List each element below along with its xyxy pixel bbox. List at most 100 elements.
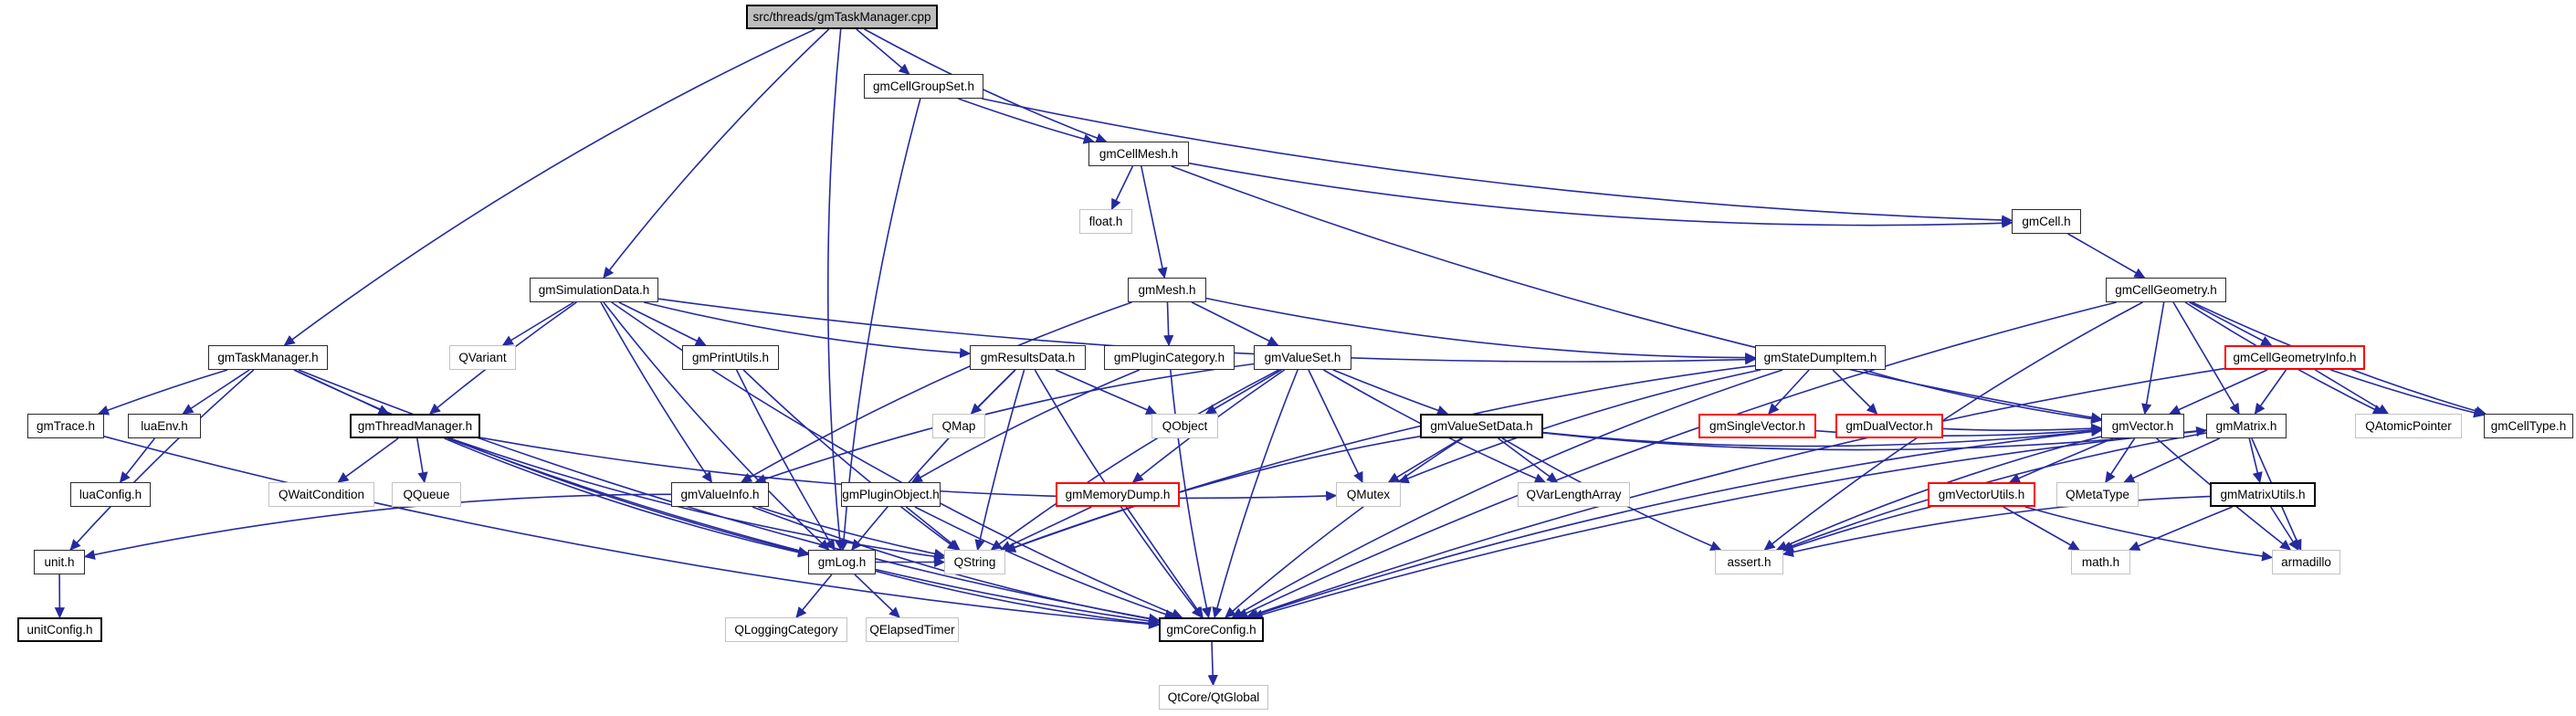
node-QLoggingCategory[interactable]: QLoggingCategory bbox=[725, 617, 847, 642]
edge-gmValueSetData-to-gmVector bbox=[1542, 426, 2103, 448]
edge-gmTaskManager-to-luaEnv bbox=[182, 369, 250, 415]
edge-gmSimulationData-to-gmPrintUtils bbox=[618, 301, 707, 346]
node-QVarLengthArray[interactable]: QVarLengthArray bbox=[1518, 482, 1630, 507]
node-QMutex[interactable]: QMutex bbox=[1336, 482, 1401, 507]
edge-gmTaskManager-to-unit_h bbox=[69, 369, 255, 551]
node-luaConfig[interactable]: luaConfig.h bbox=[70, 482, 151, 507]
node-gmSimulationData[interactable]: gmSimulationData.h bbox=[530, 278, 658, 302]
node-QString[interactable]: QString bbox=[944, 550, 1005, 574]
node-gmValueSet[interactable]: gmValueSet.h bbox=[1254, 345, 1351, 370]
edge-gmValueInfo-to-unit_h bbox=[83, 493, 672, 560]
node-armadillo[interactable]: armadillo bbox=[2272, 550, 2340, 574]
edge-root-to-gmTaskManager bbox=[283, 28, 815, 346]
node-QMetaType[interactable]: QMetaType bbox=[2056, 482, 2139, 507]
node-root[interactable]: src/threads/gmTaskManager.cpp bbox=[746, 5, 938, 29]
node-gmCellGeometryInfo[interactable]: gmCellGeometryInfo.h bbox=[2224, 345, 2365, 370]
edge-gmCellGroupSet-to-gmCell bbox=[982, 98, 2013, 226]
edge-gmDualVector-to-gmVector bbox=[1942, 423, 2103, 434]
edge-gmThreadManager-to-gmLog bbox=[444, 437, 810, 558]
node-gmPluginCategory[interactable]: gmPluginCategory.h bbox=[1104, 345, 1235, 370]
node-gmTaskManager[interactable]: gmTaskManager.h bbox=[208, 345, 328, 370]
node-gmLog[interactable]: gmLog.h bbox=[808, 550, 876, 574]
node-gmCellGroupSet[interactable]: gmCellGroupSet.h bbox=[864, 74, 983, 99]
node-assert_h[interactable]: assert.h bbox=[1715, 550, 1783, 574]
node-gmCellMesh[interactable]: gmCellMesh.h bbox=[1088, 142, 1189, 166]
edge-root-to-gmCellGroupSet bbox=[856, 28, 910, 75]
node-gmValueSetData[interactable]: gmValueSetData.h bbox=[1420, 414, 1543, 438]
edge-gmMatrixUtils-to-assert_h bbox=[1782, 495, 2211, 557]
edge-gmPluginCategory-to-gmPluginObject bbox=[910, 369, 1141, 483]
edge-gmCellGeometryInfo-to-QAtomicPointer bbox=[2314, 369, 2390, 415]
edge-gmMesh-to-gmStateDumpItem bbox=[1205, 297, 1757, 363]
edge-gmStateDumpItem-to-gmCoreConfig bbox=[1231, 369, 1783, 618]
edge-gmCellMesh-to-gmMesh bbox=[1141, 165, 1168, 279]
node-gmMatrix[interactable]: gmMatrix.h bbox=[2206, 414, 2287, 438]
edge-gmValueSet-to-QString bbox=[990, 369, 1279, 551]
node-gmDualVector[interactable]: gmDualVector.h bbox=[1835, 414, 1943, 438]
edge-gmLog-to-gmCoreConfig bbox=[875, 570, 1161, 629]
node-luaEnv[interactable]: luaEnv.h bbox=[128, 414, 201, 438]
edge-gmCellGeometry-to-gmCellGeometryInfo bbox=[2189, 301, 2273, 346]
edge-gmPrintUtils-to-QString bbox=[742, 369, 960, 551]
node-unitConfig[interactable]: unitConfig.h bbox=[17, 617, 102, 642]
edge-gmResultsData-to-QObject bbox=[1055, 369, 1158, 415]
node-gmCellGeometry[interactable]: gmCellGeometry.h bbox=[2106, 278, 2226, 302]
edge-gmMesh-to-gmValueSet bbox=[1191, 301, 1279, 346]
edge-gmPluginObject-to-QString bbox=[905, 506, 961, 551]
edge-gmResultsData-to-QString bbox=[974, 369, 1025, 552]
edge-gmStateDumpItem-to-QMutex bbox=[1397, 369, 1761, 484]
edge-gmMatrixUtils-to-armadillo bbox=[2270, 506, 2299, 552]
edge-gmMesh-to-gmValueInfo bbox=[740, 301, 1132, 483]
node-gmMemoryDump[interactable]: gmMemoryDump.h bbox=[1056, 482, 1180, 507]
node-gmCellType[interactable]: gmCellType.h bbox=[2484, 414, 2573, 438]
node-QMap[interactable]: QMap bbox=[932, 414, 985, 438]
node-math_h[interactable]: math.h bbox=[2071, 550, 2130, 574]
edge-gmPrintUtils-to-gmLog bbox=[735, 369, 836, 552]
node-gmMesh[interactable]: gmMesh.h bbox=[1128, 278, 1206, 302]
node-QWaitCondition[interactable]: QWaitCondition bbox=[268, 482, 374, 507]
edge-gmThreadManager-to-gmCoreConfig bbox=[447, 437, 1161, 626]
edge-gmCellMesh-to-gmCell bbox=[1188, 162, 2013, 228]
node-QtCoreQtGlobal[interactable]: QtCore/QtGlobal bbox=[1159, 685, 1268, 710]
edge-gmThreadManager-to-QString bbox=[449, 437, 946, 562]
node-gmResultsData[interactable]: gmResultsData.h bbox=[970, 345, 1086, 370]
node-float_h[interactable]: float.h bbox=[1079, 209, 1132, 234]
edge-gmTrace-to-gmCoreConfig bbox=[103, 436, 1161, 629]
edge-root-to-gmLog bbox=[826, 28, 846, 552]
edge-gmCellGeometry-to-gmVector bbox=[2141, 301, 2165, 416]
edge-gmMesh-to-gmPluginCategory bbox=[1163, 301, 1174, 347]
edge-gmCellGeometryInfo-to-gmMatrix bbox=[2254, 369, 2287, 416]
edge-gmThreadManager-to-QQueue bbox=[416, 437, 428, 484]
edge-gmLog-to-QLoggingCategory bbox=[795, 574, 833, 618]
node-gmThreadManager[interactable]: gmThreadManager.h bbox=[350, 414, 480, 438]
node-gmCell[interactable]: gmCell.h bbox=[2012, 209, 2081, 234]
node-gmTrace[interactable]: gmTrace.h bbox=[27, 414, 104, 438]
edge-gmMemoryDump-to-QString bbox=[999, 506, 1092, 551]
edge-gmPluginCategory-to-gmCoreConfig bbox=[1170, 369, 1212, 619]
node-gmVectorUtils[interactable]: gmVectorUtils.h bbox=[1928, 482, 2035, 507]
node-gmSingleVector[interactable]: gmSingleVector.h bbox=[1698, 414, 1816, 438]
node-unit_h[interactable]: unit.h bbox=[34, 550, 85, 574]
node-gmCoreConfig[interactable]: gmCoreConfig.h bbox=[1159, 617, 1264, 642]
node-QQueue[interactable]: QQueue bbox=[392, 482, 461, 507]
node-gmVector[interactable]: gmVector.h bbox=[2101, 414, 2184, 438]
node-gmStateDumpItem[interactable]: gmStateDumpItem.h bbox=[1755, 345, 1886, 370]
edge-gmVectorUtils-to-math_h bbox=[2003, 506, 2080, 551]
edge-gmTaskManager-to-gmLog bbox=[293, 369, 810, 557]
edge-gmStateDumpItem-to-gmVector bbox=[1863, 369, 2103, 425]
edge-gmCell-to-gmCellGeometry bbox=[2067, 233, 2146, 279]
node-QElapsedTimer[interactable]: QElapsedTimer bbox=[866, 617, 959, 642]
edge-gmMatrixUtils-to-math_h bbox=[2128, 506, 2234, 551]
node-QObject[interactable]: QObject bbox=[1151, 414, 1218, 438]
edge-gmStateDumpItem-to-gmSingleVector bbox=[1768, 369, 1810, 415]
node-gmMatrixUtils[interactable]: gmMatrixUtils.h bbox=[2210, 482, 2316, 507]
node-gmPluginObject[interactable]: gmPluginObject.h bbox=[841, 482, 941, 507]
node-gmValueInfo[interactable]: gmValueInfo.h bbox=[671, 482, 769, 507]
edge-gmStateDumpItem-to-gmDualVector bbox=[1832, 369, 1878, 415]
edge-gmValueSet-to-QObject bbox=[1204, 369, 1282, 415]
node-gmPrintUtils[interactable]: gmPrintUtils.h bbox=[682, 345, 779, 370]
node-QAtomicPointer[interactable]: QAtomicPointer bbox=[2355, 414, 2462, 438]
node-QVariant[interactable]: QVariant bbox=[449, 345, 516, 370]
edge-gmMatrix-to-assert_h bbox=[1780, 432, 2207, 552]
